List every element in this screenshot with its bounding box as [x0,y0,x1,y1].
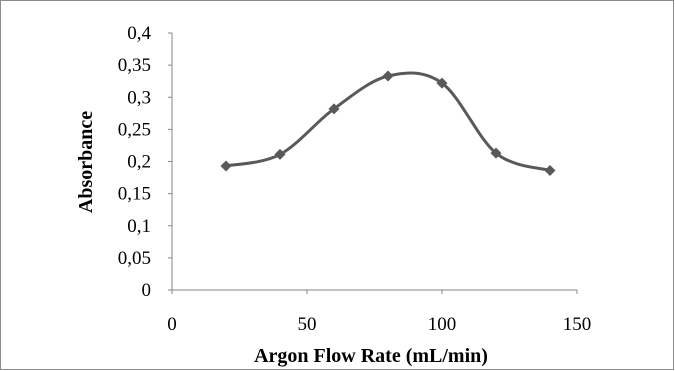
y-tick-group: 0 0,05 0,1 0,15 0,2 0,25 0,3 0,35 0,4 [118,23,172,301]
y-tick-label: 0,4 [127,23,151,44]
x-tick-group: 0 50 100 150 [167,290,591,335]
data-point-marker [220,160,232,172]
y-tick-label: 0,15 [118,184,151,205]
x-tick-label: 50 [298,314,317,335]
data-point-marker [436,77,448,89]
x-tick-label: 0 [167,314,177,335]
data-point-marker [490,147,502,159]
data-point-marker [544,164,556,176]
y-axis-title: Absorbance [75,111,97,213]
series-line [225,71,551,172]
series-group [220,70,556,176]
data-point-marker [274,148,286,160]
y-tick-label: 0,25 [118,119,151,140]
data-point-marker [328,103,340,115]
y-tick-label: 0,1 [127,216,151,237]
data-point-marker [382,70,394,82]
x-axis-title: Argon Flow Rate (mL/min) [254,345,488,367]
y-tick-label: 0,05 [118,248,151,269]
y-tick-label: 0,3 [127,87,151,108]
y-tick-label: 0,2 [127,152,151,173]
y-tick-label: 0,35 [118,55,151,76]
y-tick-label: 0 [142,280,152,301]
x-tick-label: 150 [563,314,592,335]
x-tick-label: 100 [428,314,457,335]
